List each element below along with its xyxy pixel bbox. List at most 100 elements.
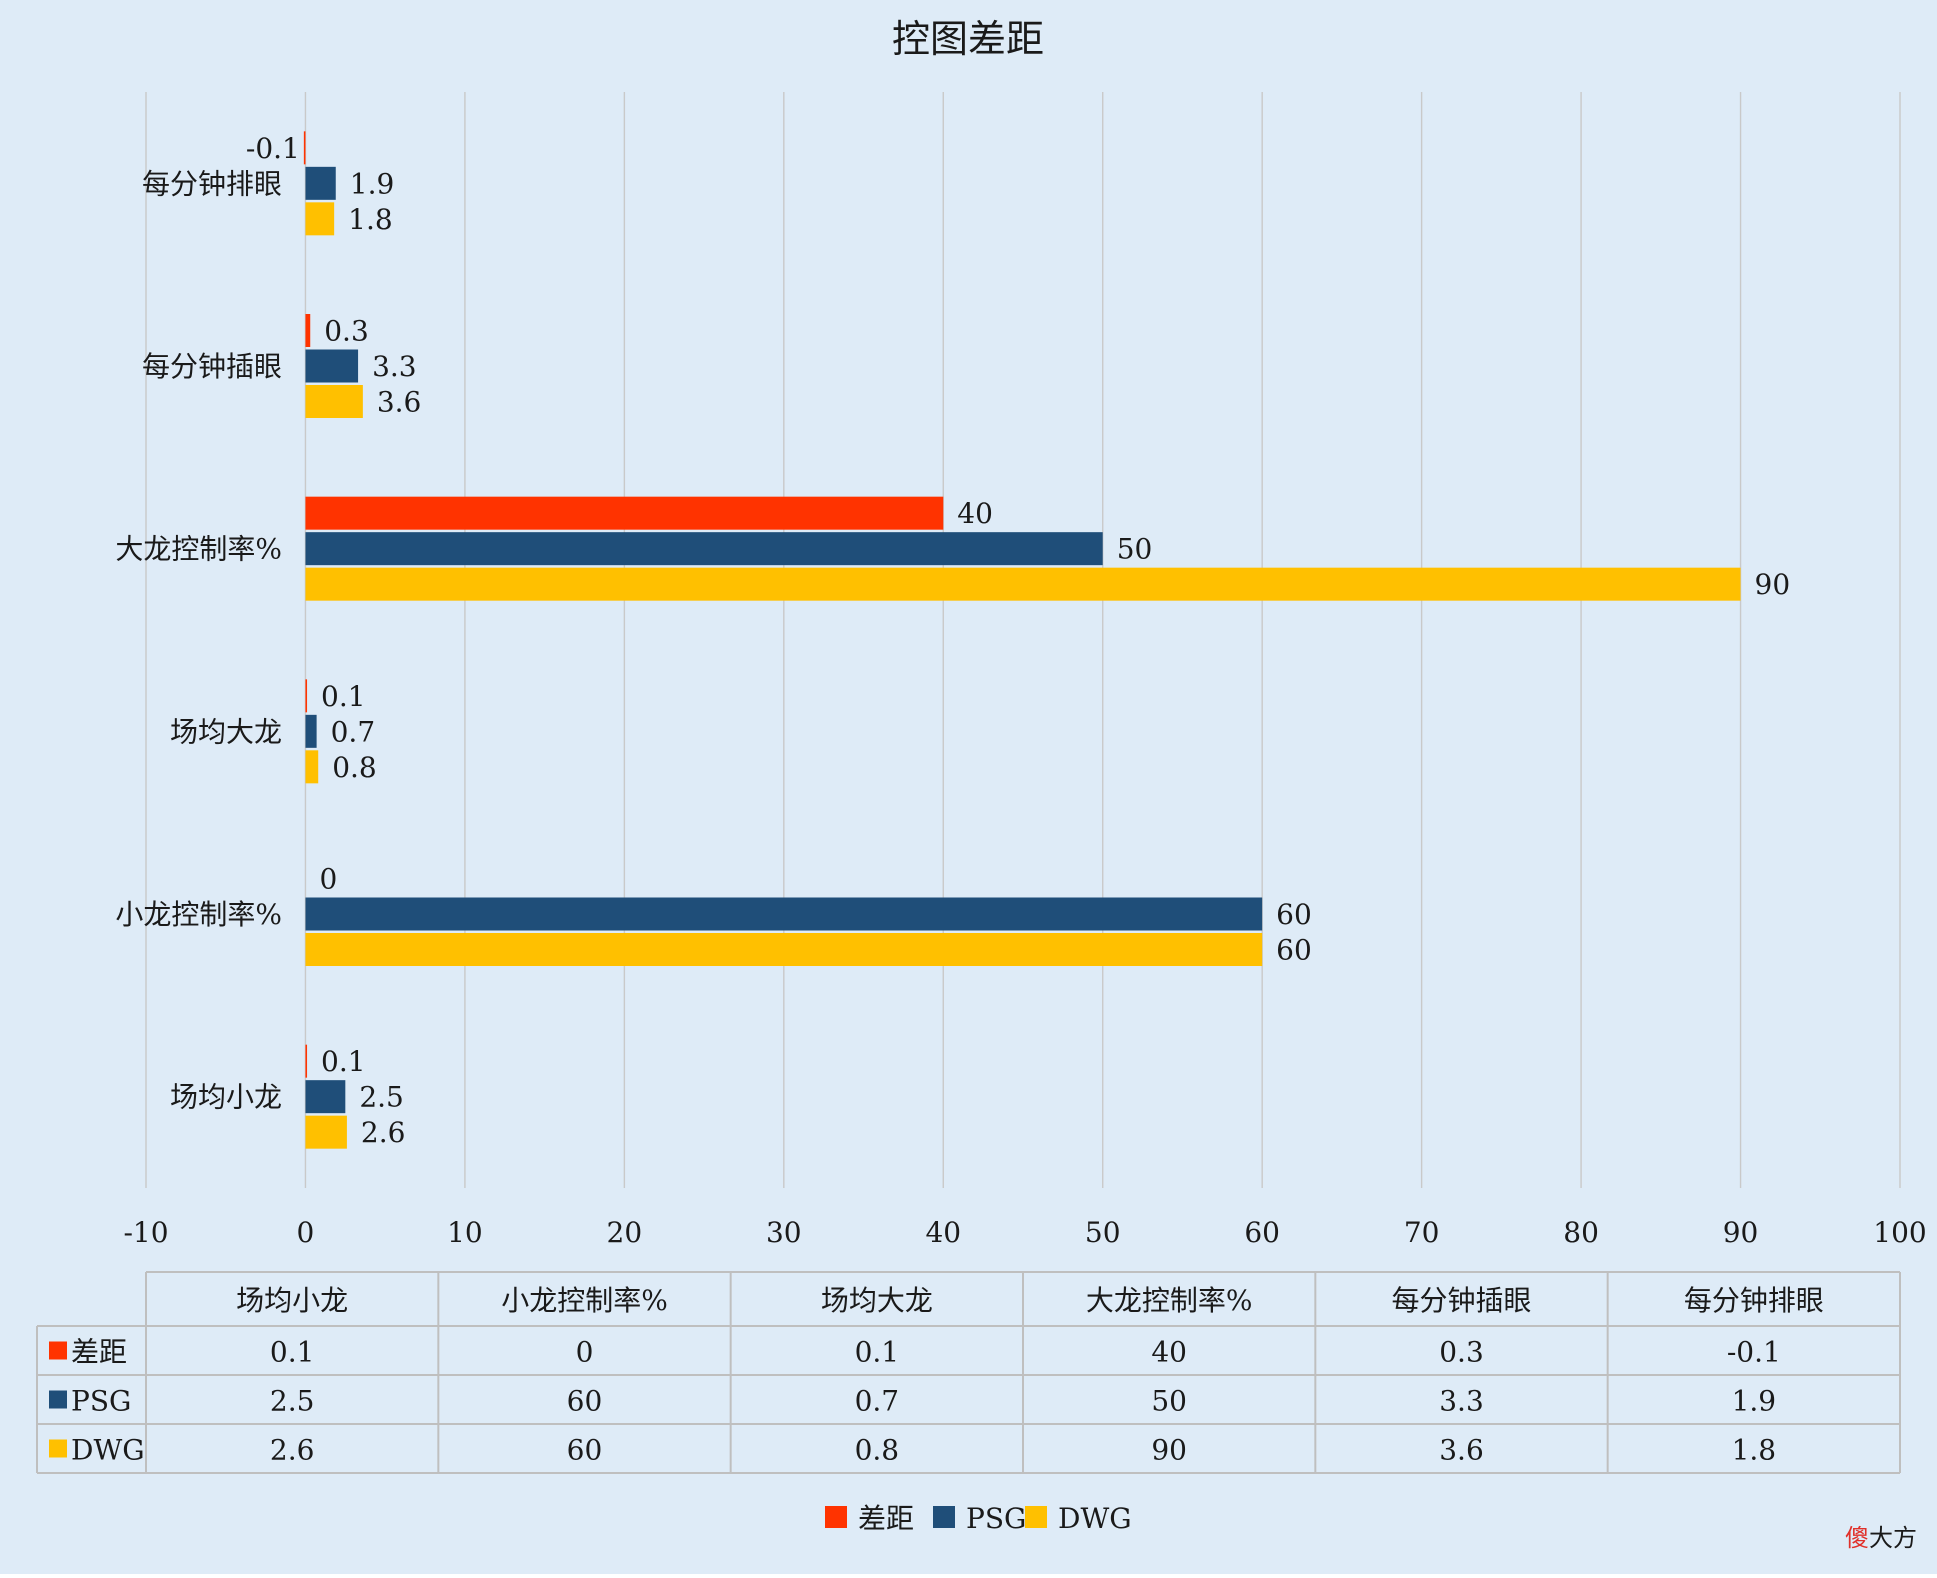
x-axis-ticks: -10 0 10 20 30 40 50 60 70 80 90 100 — [123, 1216, 1926, 1249]
table-column-header: 场均小龙 — [236, 1284, 348, 1317]
bar-dwg-2 — [305, 750, 319, 784]
bar--3 — [305, 496, 944, 530]
table-cell: 2.5 — [270, 1385, 315, 1418]
x-tick-label: 20 — [607, 1216, 643, 1249]
x-tick-label: 30 — [766, 1216, 802, 1249]
x-tick-label: 90 — [1723, 1216, 1759, 1249]
category-label: 大龙控制率% — [115, 533, 282, 566]
legend: 差距 PSG DWG — [825, 1502, 1132, 1535]
data-label: 60 — [1276, 934, 1312, 967]
table-cell: -0.1 — [1727, 1336, 1781, 1369]
data-label: 0 — [319, 863, 337, 896]
table-cell: 0.1 — [270, 1336, 315, 1369]
legend-label: 差距 — [858, 1502, 914, 1535]
table-cell: 0.8 — [855, 1434, 900, 1467]
data-label: 60 — [1276, 898, 1312, 931]
bar-psg-3 — [305, 532, 1103, 566]
bar-psg-2 — [305, 714, 317, 748]
data-label: 0.7 — [331, 715, 376, 748]
data-label: 3.6 — [377, 386, 422, 419]
x-tick-label: 10 — [447, 1216, 483, 1249]
x-tick-label: 40 — [925, 1216, 961, 1249]
table-cell: 3.3 — [1439, 1385, 1484, 1418]
bar-psg-4 — [305, 349, 359, 383]
table-column-header: 场均大龙 — [821, 1284, 933, 1317]
table-legend-key — [49, 1390, 67, 1409]
category-label: 每分钟插眼 — [142, 350, 282, 383]
data-label: -0.1 — [246, 132, 300, 165]
data-labels: 0.12.52.6060600.10.70.84050900.33.33.6-0… — [246, 132, 1790, 1149]
table-cell: 50 — [1151, 1385, 1187, 1418]
table-cell: 0.7 — [855, 1385, 900, 1418]
table-column-header: 小龙控制率% — [501, 1284, 668, 1317]
table-row-header: 差距 — [71, 1336, 127, 1369]
bars — [303, 131, 1741, 1149]
category-label: 场均小龙 — [170, 1081, 282, 1114]
table-cell: 1.8 — [1732, 1434, 1777, 1467]
table-row-header: PSG — [71, 1385, 131, 1418]
data-label: 0.3 — [324, 315, 369, 348]
x-tick-label: -10 — [123, 1216, 168, 1249]
data-label: 1.9 — [350, 167, 395, 200]
table-column-header: 每分钟排眼 — [1684, 1284, 1824, 1317]
x-tick-label: 100 — [1873, 1216, 1926, 1249]
x-tick-label: 0 — [297, 1216, 315, 1249]
watermark: 傻大方 — [1845, 1524, 1917, 1552]
table-column-header: 每分钟插眼 — [1391, 1284, 1531, 1317]
legend-label: DWG — [1058, 1502, 1132, 1535]
legend-swatch — [1025, 1506, 1047, 1528]
legend-label: PSG — [966, 1502, 1026, 1535]
table-legend-key — [49, 1341, 67, 1360]
data-label: 90 — [1755, 568, 1791, 601]
gridlines — [145, 92, 1901, 1188]
table-cell: 0.3 — [1439, 1336, 1484, 1369]
legend-swatch — [933, 1506, 955, 1528]
category-labels: 场均小龙 小龙控制率% 场均大龙 大龙控制率% 每分钟插眼 每分钟排眼 — [115, 167, 282, 1113]
bar-psg-1 — [305, 897, 1263, 931]
category-label: 小龙控制率% — [115, 898, 282, 931]
x-tick-label: 50 — [1085, 1216, 1121, 1249]
chart-title: 控图差距 — [892, 17, 1044, 61]
bar-dwg-5 — [305, 202, 335, 236]
data-label: 2.5 — [359, 1081, 404, 1114]
table-cell: 0.1 — [855, 1336, 900, 1369]
data-label: 1.8 — [348, 203, 393, 236]
data-label: 0.1 — [321, 680, 366, 713]
data-label: 2.6 — [361, 1116, 406, 1149]
category-label: 每分钟排眼 — [142, 167, 282, 200]
table-legend-key — [49, 1439, 67, 1458]
table-cell: 60 — [567, 1434, 603, 1467]
table-cell: 60 — [567, 1385, 603, 1418]
table-cell: 90 — [1151, 1434, 1187, 1467]
bar-dwg-4 — [305, 385, 363, 418]
data-label: 3.3 — [372, 350, 417, 383]
bar--2 — [305, 679, 308, 713]
bar--0 — [305, 1044, 308, 1078]
bar-dwg-1 — [305, 933, 1263, 966]
table-column-header: 大龙控制率% — [1086, 1284, 1253, 1317]
bar--5 — [303, 131, 306, 165]
data-label: 40 — [957, 497, 993, 530]
legend-swatch — [825, 1506, 847, 1528]
table-cell: 0 — [576, 1336, 594, 1369]
x-tick-label: 80 — [1563, 1216, 1599, 1249]
x-tick-label: 70 — [1404, 1216, 1440, 1249]
bar--4 — [305, 314, 311, 347]
table-cell: 3.6 — [1439, 1434, 1484, 1467]
table-row-header: DWG — [71, 1434, 145, 1467]
data-label: 50 — [1117, 533, 1153, 566]
table-cell: 2.6 — [270, 1434, 315, 1467]
bar-psg-5 — [305, 166, 336, 200]
bar-psg-0 — [305, 1080, 346, 1114]
data-label: 0.8 — [332, 751, 377, 784]
bar-dwg-3 — [305, 567, 1741, 601]
x-tick-label: 60 — [1244, 1216, 1280, 1249]
table-cell: 1.9 — [1732, 1385, 1777, 1418]
category-label: 场均大龙 — [170, 715, 282, 748]
bar-dwg-0 — [305, 1115, 347, 1149]
table-cell: 40 — [1151, 1336, 1187, 1369]
